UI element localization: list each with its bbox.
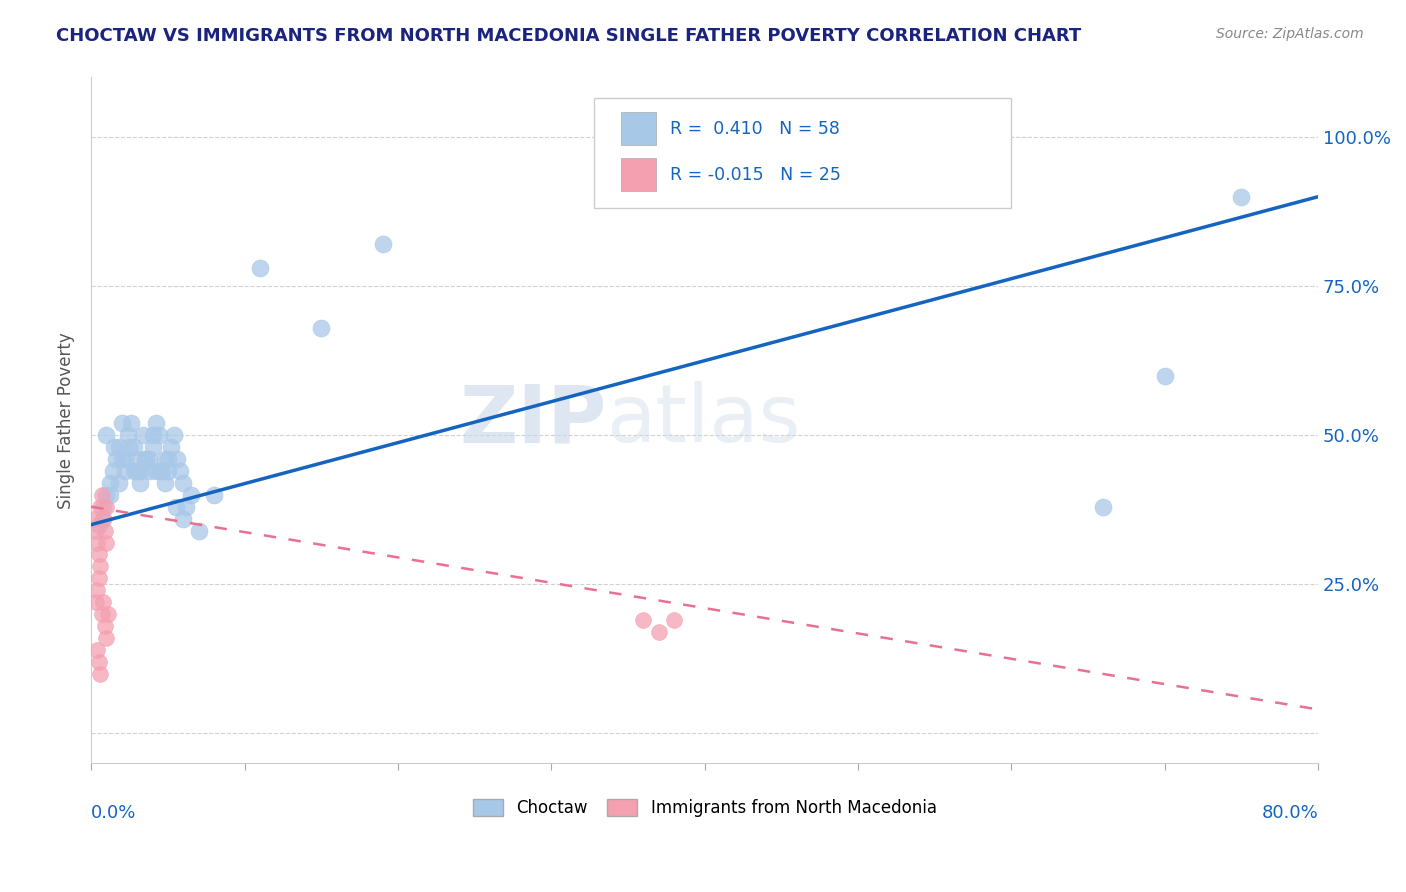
- Point: [165, 500, 187, 514]
- Point: [98, 488, 121, 502]
- Point: [84, 524, 107, 538]
- Point: [202, 488, 225, 502]
- Text: 80.0%: 80.0%: [1261, 805, 1319, 822]
- Point: [86, 583, 108, 598]
- Point: [141, 440, 163, 454]
- Point: [111, 452, 134, 467]
- Point: [114, 464, 136, 478]
- Point: [96, 428, 118, 442]
- Text: Source: ZipAtlas.com: Source: ZipAtlas.com: [1216, 27, 1364, 41]
- Legend: Choctaw, Immigrants from North Macedonia: Choctaw, Immigrants from North Macedonia: [465, 792, 943, 823]
- Text: ZIP: ZIP: [460, 381, 606, 459]
- Point: [98, 475, 121, 490]
- Text: 0.0%: 0.0%: [91, 805, 136, 822]
- Point: [163, 428, 186, 442]
- Point: [114, 452, 136, 467]
- Point: [138, 452, 160, 467]
- Point: [249, 261, 271, 276]
- Point: [169, 464, 191, 478]
- Point: [145, 464, 167, 478]
- Point: [172, 475, 194, 490]
- Point: [117, 428, 139, 442]
- Point: [129, 464, 152, 478]
- Point: [141, 428, 163, 442]
- Y-axis label: Single Father Poverty: Single Father Poverty: [58, 332, 75, 508]
- Point: [94, 524, 117, 538]
- Point: [633, 613, 655, 627]
- Point: [309, 321, 332, 335]
- Point: [96, 500, 118, 514]
- Point: [96, 535, 118, 549]
- Point: [160, 440, 183, 454]
- Point: [1230, 190, 1253, 204]
- Point: [93, 511, 115, 525]
- Point: [93, 595, 115, 609]
- Point: [122, 464, 145, 478]
- Point: [84, 595, 107, 609]
- Point: [149, 464, 172, 478]
- Point: [135, 452, 157, 467]
- Point: [107, 440, 129, 454]
- Point: [134, 452, 156, 467]
- Point: [148, 428, 170, 442]
- Point: [120, 417, 142, 431]
- Point: [156, 452, 179, 467]
- Point: [86, 535, 108, 549]
- Point: [1092, 500, 1115, 514]
- Point: [187, 524, 209, 538]
- Point: [174, 500, 197, 514]
- Point: [90, 607, 112, 621]
- Point: [94, 619, 117, 633]
- Point: [83, 511, 105, 525]
- Point: [127, 452, 149, 467]
- Point: [89, 559, 111, 574]
- Point: [153, 475, 176, 490]
- Point: [1153, 368, 1175, 383]
- Point: [129, 475, 152, 490]
- Point: [172, 511, 194, 525]
- Point: [87, 571, 110, 585]
- Point: [86, 643, 108, 657]
- Text: R = -0.015   N = 25: R = -0.015 N = 25: [671, 166, 841, 184]
- Point: [89, 500, 111, 514]
- Point: [132, 428, 155, 442]
- Point: [122, 440, 145, 454]
- Point: [180, 488, 202, 502]
- Text: R =  0.410   N = 58: R = 0.410 N = 58: [671, 120, 841, 137]
- Point: [156, 464, 179, 478]
- Point: [647, 624, 669, 639]
- Point: [96, 631, 118, 645]
- Point: [166, 452, 188, 467]
- Point: [103, 440, 125, 454]
- Point: [87, 655, 110, 669]
- Point: [93, 511, 115, 525]
- Point: [138, 464, 160, 478]
- Point: [104, 452, 127, 467]
- Point: [107, 475, 129, 490]
- Point: [111, 417, 134, 431]
- Point: [150, 464, 173, 478]
- FancyBboxPatch shape: [595, 98, 1011, 208]
- Point: [153, 452, 176, 467]
- Bar: [621, 159, 655, 191]
- Point: [89, 666, 111, 681]
- Point: [93, 500, 115, 514]
- Point: [371, 237, 394, 252]
- Point: [96, 488, 118, 502]
- Point: [87, 517, 110, 532]
- Point: [87, 548, 110, 562]
- Point: [127, 464, 149, 478]
- Point: [101, 464, 124, 478]
- Text: atlas: atlas: [606, 381, 801, 459]
- Point: [97, 607, 120, 621]
- Point: [118, 440, 141, 454]
- Point: [145, 417, 167, 431]
- Point: [90, 488, 112, 502]
- Bar: [621, 112, 655, 145]
- Text: CHOCTAW VS IMMIGRANTS FROM NORTH MACEDONIA SINGLE FATHER POVERTY CORRELATION CHA: CHOCTAW VS IMMIGRANTS FROM NORTH MACEDON…: [56, 27, 1081, 45]
- Point: [662, 613, 685, 627]
